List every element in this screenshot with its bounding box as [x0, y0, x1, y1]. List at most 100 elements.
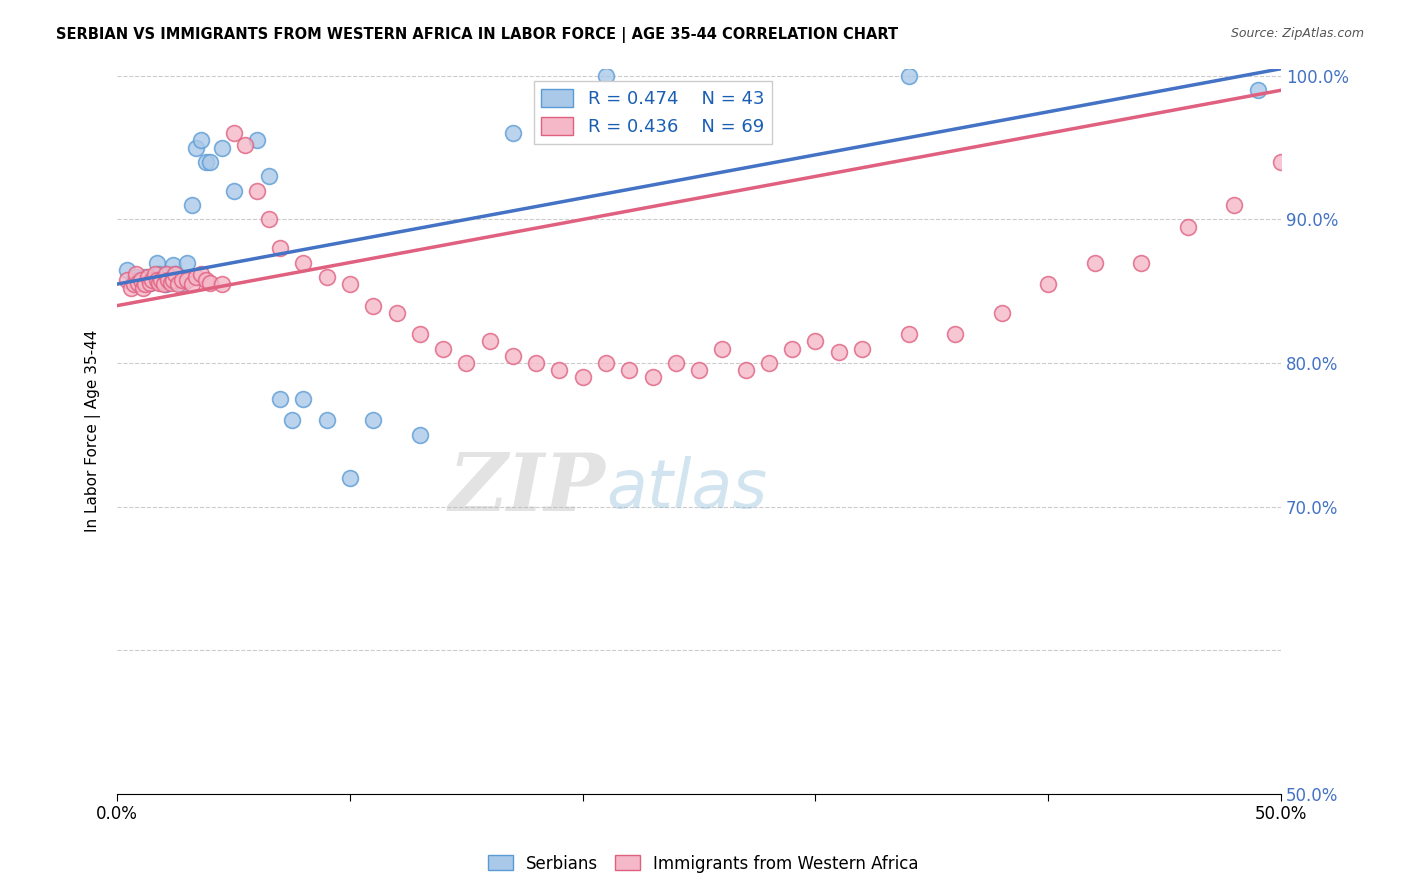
- Point: [502, 349, 524, 363]
- Point: [180, 198, 202, 212]
- Point: [122, 277, 145, 291]
- Point: [125, 267, 148, 281]
- Point: [990, 306, 1012, 320]
- Point: [200, 276, 222, 290]
- Point: [222, 126, 245, 140]
- Point: [233, 137, 256, 152]
- Point: [269, 392, 291, 406]
- Point: [146, 255, 169, 269]
- Point: [162, 259, 184, 273]
- Point: [150, 273, 173, 287]
- Point: [361, 413, 384, 427]
- Point: [155, 277, 177, 291]
- Point: [665, 356, 688, 370]
- Point: [1084, 255, 1107, 269]
- Point: [143, 267, 166, 281]
- Point: [180, 277, 202, 291]
- Point: [150, 273, 173, 287]
- Point: [595, 69, 617, 83]
- Text: SERBIAN VS IMMIGRANTS FROM WESTERN AFRICA IN LABOR FORCE | AGE 35-44 CORRELATION: SERBIAN VS IMMIGRANTS FROM WESTERN AFRIC…: [56, 27, 898, 43]
- Point: [146, 273, 169, 287]
- Point: [165, 267, 187, 281]
- Point: [257, 212, 280, 227]
- Point: [190, 267, 212, 281]
- Point: [134, 269, 156, 284]
- Point: [456, 356, 478, 370]
- Point: [828, 344, 851, 359]
- Point: [502, 126, 524, 140]
- Point: [211, 141, 233, 155]
- Point: [943, 327, 966, 342]
- Point: [851, 342, 873, 356]
- Point: [409, 427, 432, 442]
- Point: [524, 356, 547, 370]
- Point: [194, 273, 217, 287]
- Point: [136, 269, 159, 284]
- Point: [211, 277, 233, 291]
- Point: [125, 269, 148, 284]
- Text: atlas: atlas: [606, 456, 768, 522]
- Point: [176, 255, 198, 269]
- Point: [166, 277, 188, 291]
- Point: [1223, 198, 1246, 212]
- Point: [166, 273, 188, 287]
- Point: [1130, 255, 1153, 269]
- Point: [141, 273, 163, 287]
- Point: [148, 276, 170, 290]
- Point: [162, 273, 184, 287]
- Point: [139, 276, 162, 290]
- Point: [432, 342, 454, 356]
- Point: [134, 277, 156, 291]
- Point: [1038, 277, 1060, 291]
- Point: [186, 269, 208, 284]
- Point: [153, 277, 176, 291]
- Point: [132, 281, 155, 295]
- Point: [127, 273, 149, 287]
- Point: [222, 184, 245, 198]
- Point: [548, 363, 571, 377]
- Point: [897, 69, 920, 83]
- Point: [315, 413, 337, 427]
- Point: [385, 306, 408, 320]
- Point: [1270, 155, 1292, 169]
- Point: [200, 155, 222, 169]
- Point: [595, 356, 617, 370]
- Point: [157, 273, 180, 287]
- Point: [641, 370, 664, 384]
- Point: [246, 134, 269, 148]
- Point: [129, 276, 152, 290]
- Legend: Serbians, Immigrants from Western Africa: Serbians, Immigrants from Western Africa: [481, 848, 925, 880]
- Point: [148, 267, 170, 281]
- Point: [571, 370, 593, 384]
- Legend: R = 0.474    N = 43, R = 0.436    N = 69: R = 0.474 N = 43, R = 0.436 N = 69: [534, 81, 772, 144]
- Point: [409, 327, 432, 342]
- Point: [292, 255, 315, 269]
- Point: [153, 276, 176, 290]
- Point: [141, 273, 163, 287]
- Point: [619, 363, 641, 377]
- Point: [172, 277, 194, 291]
- Point: [127, 276, 149, 290]
- Point: [339, 277, 361, 291]
- Point: [257, 169, 280, 184]
- Point: [339, 471, 361, 485]
- Point: [688, 363, 710, 377]
- Point: [186, 141, 208, 155]
- Point: [734, 363, 756, 377]
- Point: [361, 299, 384, 313]
- Point: [172, 273, 194, 287]
- Point: [122, 273, 145, 287]
- Point: [292, 392, 315, 406]
- Point: [129, 273, 152, 287]
- Y-axis label: In Labor Force | Age 35-44: In Labor Force | Age 35-44: [86, 330, 101, 533]
- Point: [897, 327, 920, 342]
- Point: [120, 281, 142, 295]
- Point: [159, 276, 181, 290]
- Point: [157, 267, 180, 281]
- Point: [159, 273, 181, 287]
- Point: [139, 276, 162, 290]
- Point: [478, 334, 501, 349]
- Point: [136, 273, 159, 287]
- Point: [155, 267, 177, 281]
- Point: [315, 269, 337, 284]
